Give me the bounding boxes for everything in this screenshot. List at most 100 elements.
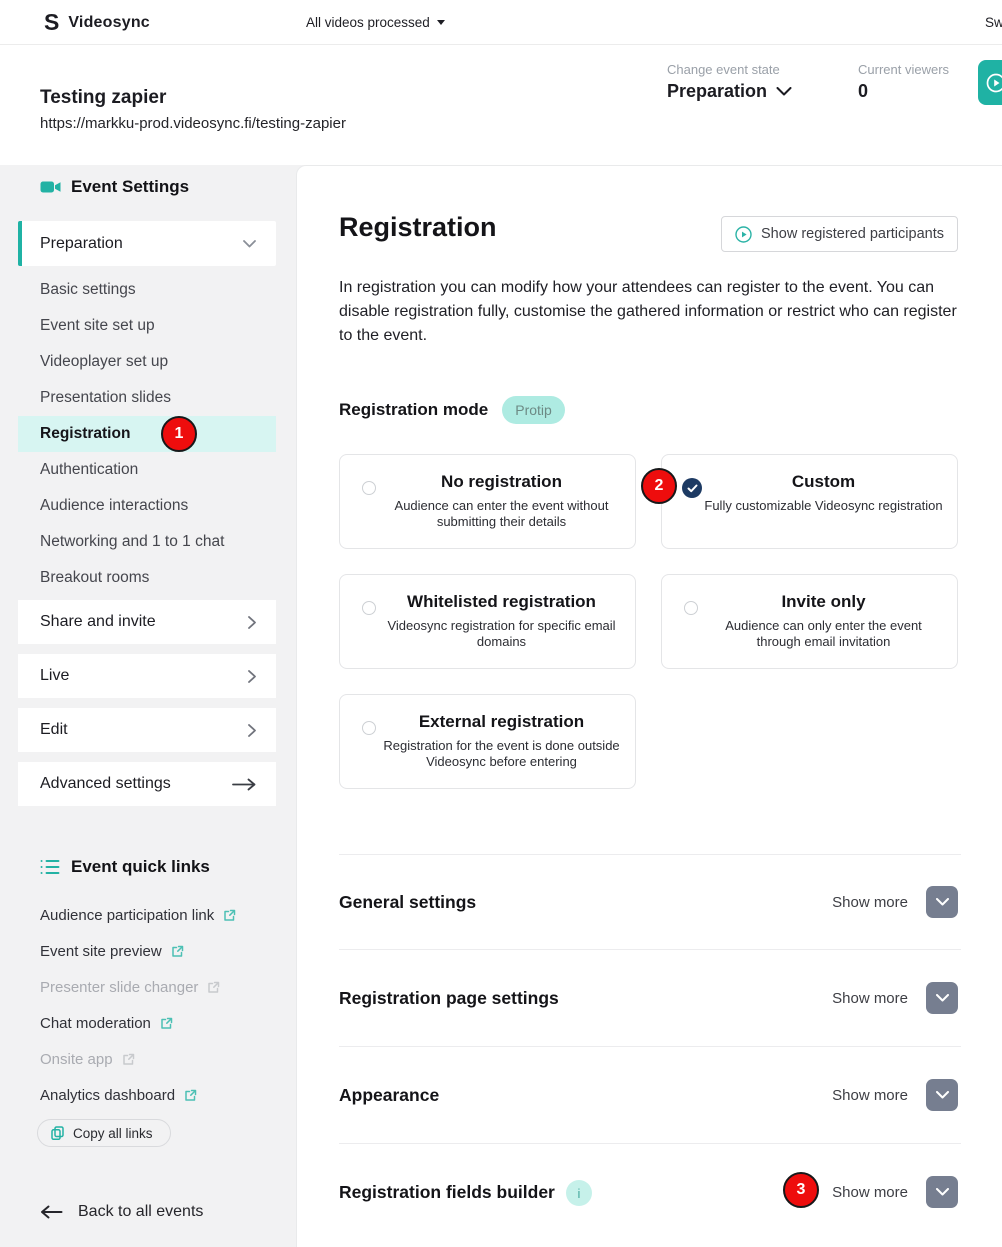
expand-general-settings-button[interactable] — [926, 886, 958, 918]
chevron-down-icon — [776, 87, 792, 96]
sidebar-item-presentation-slides[interactable]: Presentation slides — [40, 389, 171, 406]
quick-link-analytics-dashboard[interactable]: Analytics dashboard — [40, 1077, 197, 1113]
divider — [339, 1046, 961, 1047]
registration-mode-heading: Registration mode — [339, 400, 489, 419]
section-title-registration-fields-builder: Registration fields builder — [339, 1182, 555, 1202]
mode-card-no-registration[interactable]: No registration Audience can enter the e… — [339, 454, 636, 549]
external-link-icon — [122, 1053, 134, 1065]
back-to-all-events-link[interactable]: Back to all events — [40, 1203, 203, 1221]
registration-mode-heading-row: Registration mode Protip — [339, 396, 565, 424]
mode-card-whitelisted-registration[interactable]: Whitelisted registration Videosync regis… — [339, 574, 636, 669]
divider — [339, 854, 961, 855]
sidebar-section-edit[interactable]: Edit — [18, 708, 276, 752]
section-title-appearance: Appearance — [339, 1085, 440, 1105]
mode-description: Fully customizable Videosync registratio… — [704, 498, 943, 513]
show-more-registration-page-settings[interactable]: Show more — [832, 990, 908, 1007]
copy-all-links-button[interactable]: Copy all links — [37, 1119, 171, 1147]
quick-link-event-site-preview[interactable]: Event site preview — [40, 933, 184, 969]
event-header: Testing zapier https://markku-prod.video… — [0, 45, 1002, 165]
show-more-registration-fields-builder[interactable]: Show more — [832, 1184, 908, 1201]
info-icon[interactable]: i — [566, 1180, 592, 1206]
quick-link-label: Event site preview — [40, 942, 162, 960]
arrow-right-icon — [232, 778, 256, 790]
quick-link-audience-participation[interactable]: Audience participation link — [40, 897, 236, 933]
header-action-button[interactable] — [978, 60, 1002, 105]
videos-status-label: All videos processed — [306, 15, 430, 30]
annotation-badge-2: 2 — [641, 468, 677, 504]
sidebar-item-videoplayer-set-up[interactable]: Videoplayer set up — [40, 353, 169, 370]
expand-registration-page-settings-button[interactable] — [926, 982, 958, 1014]
radio-unselected[interactable] — [362, 601, 376, 615]
quick-link-label: Onsite app — [40, 1050, 113, 1068]
chevron-down-icon — [935, 898, 949, 906]
sidebar-item-breakout-rooms[interactable]: Breakout rooms — [40, 569, 150, 586]
quick-link-presenter-slide-changer: Presenter slide changer — [40, 969, 220, 1005]
advanced-settings-label: Advanced settings — [40, 775, 171, 792]
mode-card-invite-only[interactable]: Invite only Audience can only enter the … — [661, 574, 958, 669]
section-title-registration-page-settings: Registration page settings — [339, 988, 559, 1008]
sidebar-item-authentication[interactable]: Authentication — [40, 461, 139, 478]
live-label: Live — [40, 667, 70, 684]
videosync-logo-icon: S — [44, 9, 60, 35]
sidebar-item-event-site-set-up[interactable]: Event site set up — [40, 317, 155, 334]
expand-registration-fields-builder-button[interactable] — [926, 1176, 958, 1208]
external-link-icon — [161, 1017, 173, 1029]
show-more-appearance[interactable]: Show more — [832, 1087, 908, 1104]
page-description: In registration you can modify how your … — [339, 279, 957, 344]
topbar-right-link[interactable]: Swit — [985, 0, 1002, 45]
mode-title: No registration — [441, 472, 562, 491]
sidebar-item-registration[interactable]: Registration — [18, 416, 276, 452]
sidebar-section-live[interactable]: Live — [18, 654, 276, 698]
sidebar-item-basic-settings[interactable]: Basic settings — [40, 281, 136, 298]
radio-unselected[interactable] — [684, 601, 698, 615]
show-more-general-settings[interactable]: Show more — [832, 894, 908, 911]
arrow-left-icon — [41, 1205, 63, 1219]
quick-link-label: Chat moderation — [40, 1014, 151, 1032]
expand-appearance-button[interactable] — [926, 1079, 958, 1111]
chevron-down-icon — [243, 239, 256, 247]
list-icon — [40, 860, 60, 874]
external-link-icon — [171, 945, 183, 957]
mode-card-external-registration[interactable]: External registration Registration for t… — [339, 694, 636, 789]
sidebar-section-preparation[interactable]: Preparation — [18, 221, 276, 266]
mode-title: Custom — [791, 472, 856, 491]
mode-title: Invite only — [781, 592, 866, 611]
brand: S Videosync — [44, 0, 150, 45]
annotation-badge-3: 3 — [783, 1172, 819, 1208]
copy-icon — [51, 1126, 64, 1140]
sidebar-section-share-and-invite[interactable]: Share and invite — [18, 600, 276, 644]
quick-link-onsite-app: Onsite app — [40, 1041, 135, 1077]
quick-link-label: Analytics dashboard — [40, 1086, 176, 1104]
quick-link-label: Audience participation link — [40, 906, 215, 924]
event-state-dropdown[interactable]: Preparation — [667, 81, 792, 102]
mode-card-custom[interactable]: Custom Fully customizable Videosync regi… — [661, 454, 958, 549]
quick-link-chat-moderation[interactable]: Chat moderation — [40, 1005, 173, 1041]
topbar-right-text: Swit — [985, 15, 1002, 30]
show-registered-participants-button[interactable]: Show registered participants — [721, 216, 958, 252]
protip-badge[interactable]: Protip — [502, 396, 565, 424]
chevron-down-icon — [935, 1188, 949, 1196]
radio-unselected[interactable] — [362, 481, 376, 495]
sidebar-item-audience-interactions[interactable]: Audience interactions — [40, 497, 189, 514]
mode-title: Whitelisted registration — [407, 592, 596, 611]
circle-play-icon — [735, 225, 752, 243]
divider — [339, 1143, 961, 1144]
sidebar-item-networking[interactable]: Networking and 1 to 1 chat — [40, 533, 225, 550]
videos-status-dropdown[interactable]: All videos processed — [306, 0, 445, 45]
back-to-all-events-label: Back to all events — [78, 1203, 204, 1220]
mode-description: Audience can only enter the event throug… — [725, 618, 922, 649]
edit-label: Edit — [40, 721, 68, 738]
current-viewers-label: Current viewers — [858, 62, 950, 77]
mode-description: Videosync registration for specific emai… — [387, 618, 616, 649]
section-title-general-settings: General settings — [339, 892, 477, 912]
radio-unselected[interactable] — [362, 721, 376, 735]
copy-all-links-label: Copy all links — [73, 1125, 153, 1141]
radio-selected-check-icon[interactable] — [682, 478, 702, 498]
chevron-right-icon — [248, 615, 256, 629]
caret-down-icon — [436, 20, 445, 25]
preparation-label: Preparation — [40, 234, 123, 252]
mode-title: External registration — [418, 712, 585, 731]
sidebar-section-advanced-settings[interactable]: Advanced settings — [18, 762, 276, 806]
divider — [339, 949, 961, 950]
preparation-menu: Basic settings Event site set up Videopl… — [18, 272, 276, 596]
